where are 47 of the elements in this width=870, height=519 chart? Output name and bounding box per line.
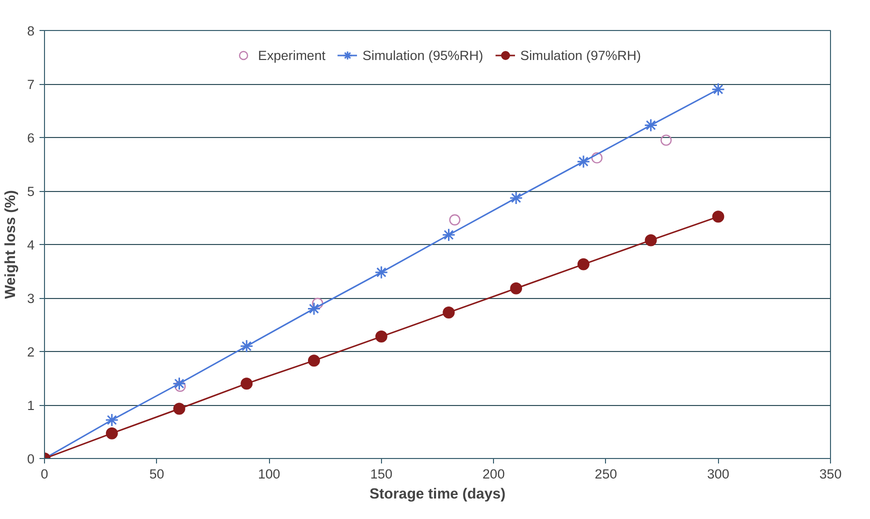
y-tick-label: 1 <box>27 398 35 413</box>
point <box>240 339 254 353</box>
x-tick-label: 100 <box>258 466 280 482</box>
point <box>374 266 388 280</box>
point <box>442 306 455 318</box>
y-tick-label: 8 <box>27 24 35 38</box>
legend-label: Simulation (97%RH) <box>520 48 641 62</box>
point <box>644 234 657 246</box>
y-tick-label: 6 <box>27 130 35 146</box>
y-tick-label: 5 <box>27 184 35 199</box>
point <box>106 427 118 440</box>
point <box>660 134 672 146</box>
y-tick-label: 2 <box>27 344 35 360</box>
point <box>711 82 725 96</box>
point <box>105 413 119 427</box>
legend-label: Experiment <box>258 48 326 62</box>
y-tick-label: 3 <box>27 291 35 306</box>
point <box>240 378 253 390</box>
x-axis-title: Storage time (days) <box>369 486 506 502</box>
point <box>174 380 186 392</box>
y-tick-label: 4 <box>27 238 36 252</box>
point <box>577 258 590 270</box>
x-tick-label: 200 <box>482 466 505 482</box>
point <box>644 118 658 132</box>
point <box>312 298 324 309</box>
point <box>591 152 603 164</box>
x-tick-label: 150 <box>370 466 392 482</box>
x-tick-label: 0 <box>40 466 48 482</box>
point <box>375 330 388 343</box>
point <box>509 191 523 205</box>
point <box>172 376 186 390</box>
y-tick-label: 7 <box>27 77 35 92</box>
x-tick-label: 350 <box>819 466 842 482</box>
point <box>510 282 522 294</box>
legend-label: Simulation (95%RH) <box>362 48 484 62</box>
point <box>307 302 321 316</box>
y-axis-title: Weight loss (%) <box>3 190 20 299</box>
point <box>442 228 456 242</box>
point <box>449 214 460 226</box>
point <box>712 210 724 223</box>
y-tick-label: 0 <box>27 452 35 466</box>
x-tick-label: 300 <box>707 466 730 482</box>
point <box>576 154 590 168</box>
point <box>308 354 320 367</box>
x-tick-label: 250 <box>594 466 618 482</box>
x-tick-label: 50 <box>149 466 164 482</box>
point <box>173 402 186 415</box>
